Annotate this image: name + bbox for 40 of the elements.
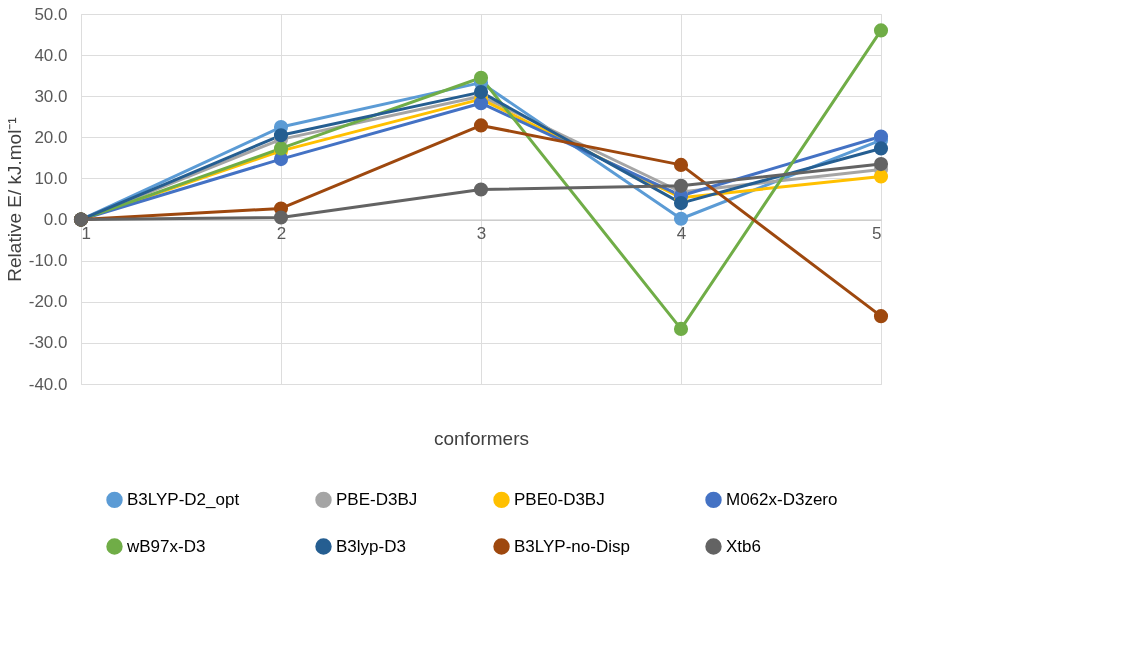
point (873, 169, 889, 184)
legend-label: B3LYP-D2_opt (127, 489, 240, 509)
point (473, 118, 489, 133)
y-tick-label: -30.0 (28, 333, 68, 353)
point (673, 157, 689, 172)
point (673, 196, 689, 211)
point (473, 70, 489, 85)
y-axis-title: Relative E/ kJ.mol⁻¹ (3, 117, 25, 282)
point (273, 128, 289, 143)
point (673, 211, 689, 226)
legend-label: B3LYP-no-Disp (514, 536, 630, 556)
point (673, 321, 689, 336)
point (273, 210, 289, 225)
point (673, 178, 689, 193)
legend-label: B3lyp-D3 (336, 536, 406, 556)
point (473, 182, 489, 197)
point (873, 23, 889, 38)
y-tick-label: 0.0 (43, 210, 68, 230)
y-tick-label: -20.0 (28, 292, 68, 312)
x-axis-title: conformers (433, 427, 530, 449)
point (473, 85, 489, 100)
y-tick-label: 50.0 (34, 4, 68, 24)
y-tick-label: 20.0 (34, 127, 68, 147)
x-tick-label: 2 (276, 224, 287, 244)
legend-label: wB97x-D3 (126, 536, 206, 556)
legend-label: M062x-D3zero (726, 489, 838, 509)
y-tick-label: 40.0 (34, 45, 68, 65)
point (873, 309, 889, 324)
legend-label: PBE-D3BJ (336, 489, 418, 509)
y-tick-label: -10.0 (28, 251, 68, 271)
legend-label: PBE0-D3BJ (514, 489, 605, 509)
y-tick-label: 10.0 (34, 168, 68, 188)
y-tick-label: -40.0 (28, 374, 68, 394)
point (873, 157, 889, 172)
x-tick-label: 4 (676, 224, 687, 244)
x-tick-label: 3 (476, 224, 487, 244)
x-tick-label: 1 (81, 224, 91, 244)
x-tick-label: 5 (872, 224, 882, 244)
legend-label: Xtb6 (726, 536, 761, 556)
y-tick-label: 30.0 (34, 86, 68, 106)
